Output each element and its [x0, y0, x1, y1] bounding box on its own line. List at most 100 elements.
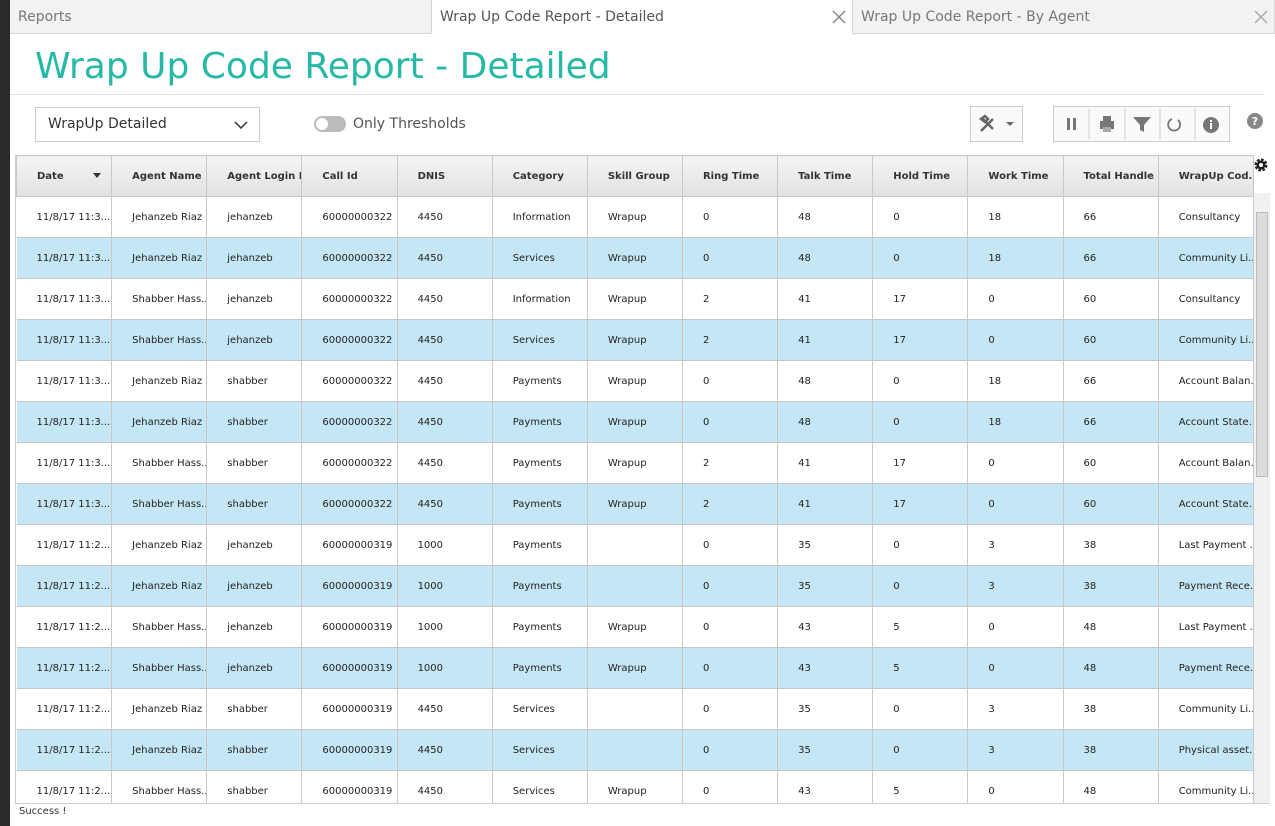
cell: 0	[682, 729, 779, 771]
cell: 11/8/17 11:3...	[16, 401, 113, 443]
column-header[interactable]: Work Time	[967, 155, 1064, 197]
cell: 11/8/17 11:2...	[16, 647, 113, 689]
toggle-label: Only Thresholds	[353, 116, 466, 132]
cell: 11/8/17 11:2...	[16, 729, 113, 771]
column-header[interactable]: WrapUp Cod...	[1157, 155, 1254, 197]
column-header[interactable]: Date	[16, 155, 113, 197]
cell: 66	[1063, 237, 1159, 279]
close-tab[interactable]	[832, 10, 846, 24]
cell: Physical asset...	[1158, 729, 1254, 771]
cell: jehanzeb	[206, 196, 303, 238]
cell: 1000	[397, 524, 493, 566]
cell: 0	[682, 524, 779, 566]
threshold-toggle[interactable]	[314, 116, 346, 132]
cell: 60000000322	[301, 278, 398, 320]
cell: Services	[492, 770, 588, 803]
data-row: 11/8/17 11:2... Jehanzeb Riaz jehanzeb 6000…	[16, 565, 1254, 607]
cell: 11/8/17 11:3...	[16, 278, 113, 320]
tab[interactable]: Wrap Up Code Report - By Agent	[853, 0, 1275, 34]
cell: 60	[1063, 319, 1159, 361]
cell: shabber	[206, 483, 303, 525]
toolbar-icons	[1067, 109, 1219, 139]
cell: 0	[682, 647, 779, 689]
cell: 0	[682, 196, 779, 238]
cell: 11/8/17 11:3...	[16, 319, 113, 361]
cell: 0	[967, 483, 1064, 525]
cell: 60000000322	[301, 319, 398, 361]
tools-button[interactable]	[970, 106, 1023, 142]
column-header[interactable]: Total Handle ...	[1062, 155, 1159, 197]
pause[interactable]	[1067, 118, 1076, 130]
cell: Wrapup	[587, 401, 683, 443]
column-header[interactable]: Category	[491, 155, 588, 197]
refresh[interactable]	[1167, 118, 1182, 132]
cell: 11/8/17 11:3...	[16, 196, 113, 238]
cell: Payments	[492, 360, 588, 402]
info[interactable]	[1203, 117, 1219, 133]
tab[interactable]: Wrap Up Code Report - Detailed	[432, 0, 853, 34]
cell: 0	[967, 319, 1064, 361]
cell	[587, 729, 683, 771]
column-header[interactable]: Call Id	[301, 155, 398, 197]
cell	[587, 524, 683, 566]
cell: Information	[492, 278, 588, 320]
cell: 66	[1063, 360, 1159, 402]
close-tab[interactable]	[1254, 10, 1268, 24]
cell: Payment Rece...	[1158, 647, 1254, 689]
cell: 5	[872, 770, 969, 803]
cell: 35	[777, 524, 874, 566]
column-header[interactable]: Skill Group	[586, 155, 683, 197]
cell: Jehanzeb Riaz	[111, 237, 208, 279]
cell: Jehanzeb Riaz	[111, 524, 208, 566]
cell: 48	[777, 360, 874, 402]
cell: Information	[492, 196, 588, 238]
cell: Payments	[492, 565, 588, 607]
cell: shabber	[206, 729, 303, 771]
help-icon[interactable]: ?	[1247, 113, 1263, 129]
cell: shabber	[206, 442, 303, 484]
settings-icon[interactable]	[1253, 157, 1269, 173]
print[interactable]	[1100, 116, 1114, 132]
cell: 11/8/17 11:2...	[16, 524, 113, 566]
column-header[interactable]: Talk Time	[777, 155, 874, 197]
cell: 0	[872, 360, 969, 402]
cell: 4450	[397, 442, 493, 484]
cell: Payments	[492, 442, 588, 484]
report-select[interactable]: WrapUp Detailed	[35, 107, 260, 142]
scroll-thumb[interactable]	[1256, 212, 1268, 477]
cell: 4450	[397, 360, 493, 402]
cell: 41	[777, 278, 874, 320]
cell: Jehanzeb Riaz	[111, 729, 208, 771]
cell: 5	[872, 647, 969, 689]
tab[interactable]: Reports	[10, 0, 432, 34]
column-header[interactable]: Ring Time	[681, 155, 779, 197]
cell: Wrapup	[587, 319, 683, 361]
page-title: Wrap Up Code Report - Detailed	[35, 46, 611, 87]
data-row: 11/8/17 11:2... Jehanzeb Riaz jehanzeb 6000…	[16, 524, 1254, 566]
select-value: WrapUp Detailed	[48, 116, 167, 132]
cell: 41	[777, 319, 874, 361]
data-row: 11/8/17 11:2... Jehanzeb Riaz shabber 60000…	[16, 688, 1254, 730]
cell: Community Li...	[1158, 237, 1254, 279]
column-header[interactable]: DNIS	[396, 155, 493, 197]
cell: 11/8/17 11:2...	[16, 770, 113, 803]
cell: 60000000319	[301, 565, 398, 607]
cell: 0	[682, 360, 779, 402]
cell: 11/8/17 11:3...	[16, 237, 113, 279]
column-header[interactable]: Agent Login ID	[206, 155, 303, 197]
cell: 0	[872, 401, 969, 443]
data-row: 11/8/17 11:2... Shabber Hass... jehanzeb 60…	[16, 647, 1254, 689]
cell: 4450	[397, 196, 493, 238]
cell: 38	[1063, 565, 1159, 607]
filter[interactable]	[1133, 117, 1151, 132]
tab-label: Wrap Up Code Report - Detailed	[440, 9, 664, 25]
cell: 60	[1063, 483, 1159, 525]
tools-icon	[978, 114, 1014, 132]
cell: Services	[492, 319, 588, 361]
cell: Last Payment ...	[1158, 524, 1254, 566]
cell: 2	[682, 483, 779, 525]
column-header[interactable]: Hold Time	[872, 155, 969, 197]
column-header[interactable]: Agent Name	[111, 155, 208, 197]
